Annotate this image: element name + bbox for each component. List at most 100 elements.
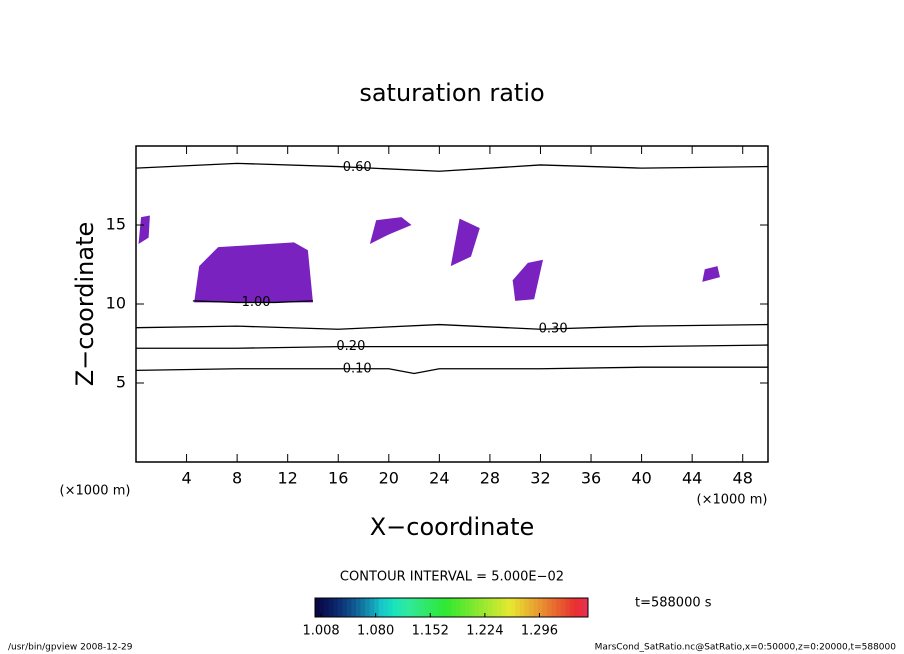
contour-line: [136, 344, 769, 349]
colorbar-cell: [456, 598, 462, 617]
x-tick-label: 12: [278, 469, 298, 488]
colorbar-cell: [324, 598, 330, 617]
shaded-region: [138, 215, 150, 244]
colorbar-tick-label: 1.008: [302, 624, 339, 639]
contour-line: [135, 162, 769, 172]
contour-line: [135, 323, 769, 330]
colorbar-cell: [410, 598, 416, 617]
y-tick-label: 5: [116, 373, 126, 392]
colorbar-cell: [501, 598, 507, 617]
colorbar-cell: [551, 598, 557, 617]
time-label: t=588000 s: [635, 596, 712, 611]
contour-label: 1.00: [242, 295, 271, 310]
contour-interval: CONTOUR INTERVAL = 5.000E−02: [340, 570, 564, 585]
x-tick-label: 40: [631, 469, 651, 488]
colorbar-cell: [419, 598, 425, 617]
colorbar-cell: [465, 598, 471, 617]
colorbar-cell: [392, 598, 398, 617]
colorbar-cell: [578, 598, 584, 617]
shaded-region: [192, 242, 313, 303]
shaded-region: [369, 217, 412, 244]
colorbar-cell: [346, 598, 352, 617]
colorbar-cell: [537, 598, 543, 617]
colorbar-cell: [365, 598, 371, 617]
footer-right: MarsCond_SatRatio.nc@SatRatio,x=0:50000,…: [595, 643, 897, 653]
colorbar-cell: [547, 598, 553, 617]
x-tick-label: 16: [328, 469, 348, 488]
colorbar-cell: [519, 598, 525, 617]
colorbar-cell: [478, 598, 484, 617]
colorbar-cell: [396, 598, 402, 617]
colorbar-tick-label: 1.080: [357, 624, 394, 639]
x-tick-label: 32: [530, 469, 550, 488]
colorbar-cell: [433, 598, 439, 617]
colorbar-cell: [374, 598, 380, 617]
colorbar-cell: [460, 598, 466, 617]
colorbar-cell: [315, 598, 321, 617]
colorbar-cell: [515, 598, 521, 617]
contour-label: 0.60: [343, 160, 372, 175]
contour-label: 0.20: [336, 339, 365, 354]
colorbar-cell: [451, 598, 457, 617]
colorbar-cell: [506, 598, 512, 617]
contour-label: 0.10: [343, 361, 372, 376]
contour-label: 0.30: [539, 321, 568, 336]
colorbar-cell: [565, 598, 571, 617]
colorbar-cell: [342, 598, 348, 617]
colorbar-frame: [314, 597, 589, 618]
colorbar-cell: [510, 598, 516, 617]
colorbar-cell: [383, 598, 389, 617]
colorbar-cell: [406, 598, 412, 617]
y-tick-label: 10: [106, 294, 126, 313]
colorbar-cell: [355, 598, 361, 617]
colorbar-cell: [437, 598, 443, 617]
colorbar-cell: [542, 598, 548, 617]
x-axis-title: X−coordinate: [370, 513, 535, 541]
y-tick-label: 15: [106, 215, 126, 234]
shaded-region: [512, 259, 544, 301]
shaded-region: [450, 218, 480, 267]
colorbar-cell: [360, 598, 366, 617]
x-tick-label: 44: [682, 469, 702, 488]
colorbar-cell: [533, 598, 539, 617]
colorbar-cell: [487, 598, 493, 617]
colorbar-cell: [424, 598, 430, 617]
colorbar-cell: [569, 598, 575, 617]
x-tick-label: 36: [581, 469, 601, 488]
colorbar-cell: [446, 598, 452, 617]
colorbar-cell: [560, 598, 566, 617]
colorbar-cell: [442, 598, 448, 617]
y-unit: (×1000 m): [60, 484, 131, 499]
x-tick-label: 20: [379, 469, 399, 488]
colorbar-cell: [369, 598, 375, 617]
colorbar-cell: [528, 598, 534, 617]
x-unit: (×1000 m): [697, 493, 768, 508]
colorbar-cell: [378, 598, 384, 617]
colorbar-tick-label: 1.224: [466, 624, 503, 639]
colorbar-tick-label: 1.152: [412, 624, 449, 639]
colorbar-tick-label: 1.296: [521, 624, 558, 639]
colorbar-cell: [401, 598, 407, 617]
colorbar-cell: [574, 598, 580, 617]
colorbar-cell: [415, 598, 421, 617]
contour-line: [192, 300, 313, 304]
x-tick-label: 28: [480, 469, 500, 488]
colorbar-cell: [497, 598, 503, 617]
colorbar-cell: [469, 598, 475, 617]
chart-title: saturation ratio: [359, 79, 544, 107]
colorbar-cell: [492, 598, 498, 617]
colorbar-cell: [556, 598, 562, 617]
colorbar-cell: [387, 598, 393, 617]
colorbar-cell: [474, 598, 480, 617]
x-tick-label: 48: [733, 469, 753, 488]
colorbar-cell: [319, 598, 325, 617]
x-tick-label: 24: [429, 469, 449, 488]
colorbar-cell: [333, 598, 339, 617]
colorbar-cell: [328, 598, 334, 617]
colorbar-cell: [583, 598, 589, 617]
plot-frame: [135, 145, 769, 463]
y-axis-title: Z−coordinate: [71, 222, 99, 387]
contour-line: [135, 366, 768, 375]
colorbar-cell: [483, 598, 489, 617]
